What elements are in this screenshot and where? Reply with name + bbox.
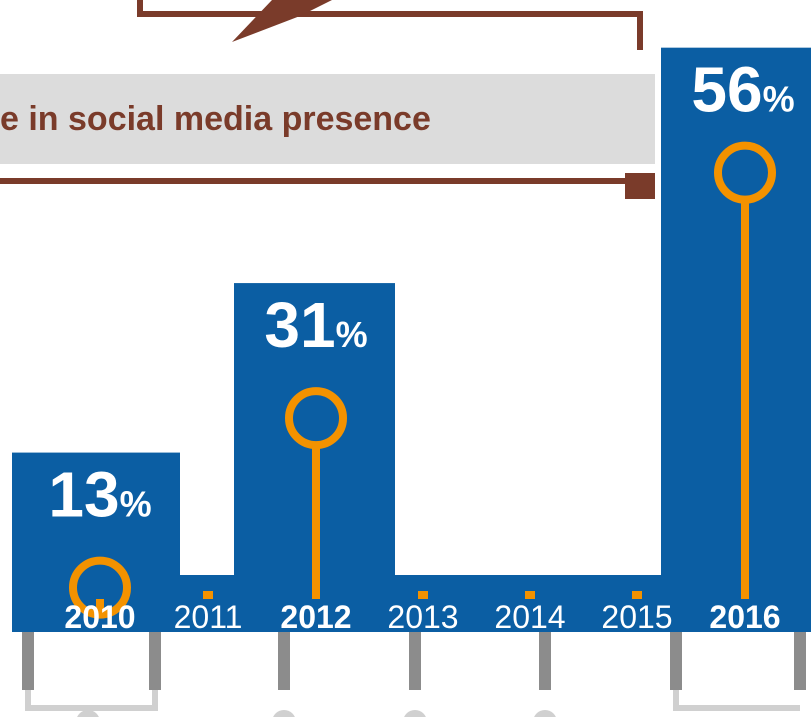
connector-bracket xyxy=(25,690,158,711)
pins xyxy=(69,141,776,619)
banner-text: e in social media presence xyxy=(0,100,431,138)
year-label-2015: 2015 xyxy=(601,599,672,635)
year-label-2012: 2012 xyxy=(280,599,351,635)
value-number: 56 xyxy=(691,54,762,126)
pin-circle-2012 xyxy=(285,387,347,450)
value-label-2016: 56% xyxy=(691,54,794,126)
pin-circle-2010 xyxy=(69,556,131,619)
year-label-2014: 2014 xyxy=(494,599,565,635)
connectors xyxy=(22,632,806,717)
connector-stub xyxy=(409,632,421,690)
connector-bracket xyxy=(673,690,800,711)
connector-stub xyxy=(670,632,682,690)
year-label-2016: 2016 xyxy=(709,599,780,635)
year-tick-2013 xyxy=(418,591,428,599)
bar-2016 xyxy=(661,47,811,576)
year-labels: 2010 2011 2012 2013 2014 2015 2016 xyxy=(64,599,780,635)
year-label-2013: 2013 xyxy=(387,599,458,635)
value-number: 31 xyxy=(264,289,335,361)
banner-background xyxy=(0,74,655,164)
connector-dot xyxy=(534,710,556,717)
connector-dot xyxy=(77,710,99,717)
top-arrow-head-icon xyxy=(232,0,332,42)
value-label-2010: 13% xyxy=(48,459,151,531)
connector-stub xyxy=(22,632,34,690)
top-arrow-line xyxy=(137,0,643,50)
bar-2010 xyxy=(12,452,180,576)
banner-end-marker xyxy=(625,173,655,199)
year-tick-2011 xyxy=(203,591,213,599)
value-unit: % xyxy=(336,314,368,355)
pin-circle-2016 xyxy=(714,141,776,204)
banner: e in social media presence xyxy=(0,74,655,199)
connector-stub xyxy=(794,632,806,690)
year-tick-2015 xyxy=(632,591,642,599)
base-band-rect xyxy=(12,575,811,632)
bars xyxy=(12,47,811,576)
value-unit: % xyxy=(120,484,152,525)
value-number: 13 xyxy=(48,459,119,531)
value-label-2012: 31% xyxy=(264,289,367,361)
connector-stub xyxy=(149,632,161,690)
connector-stub xyxy=(539,632,551,690)
year-tick-2014 xyxy=(525,591,535,599)
top-arrow xyxy=(137,0,643,50)
connector-stub xyxy=(278,632,290,690)
connector-dot xyxy=(404,710,426,717)
value-labels: 13%31%56% xyxy=(48,54,794,531)
value-unit: % xyxy=(763,79,795,120)
connector-dot xyxy=(273,710,295,717)
year-label-2010: 2010 xyxy=(64,599,135,635)
base-band xyxy=(12,575,811,632)
year-label-2011: 2011 xyxy=(174,599,243,635)
